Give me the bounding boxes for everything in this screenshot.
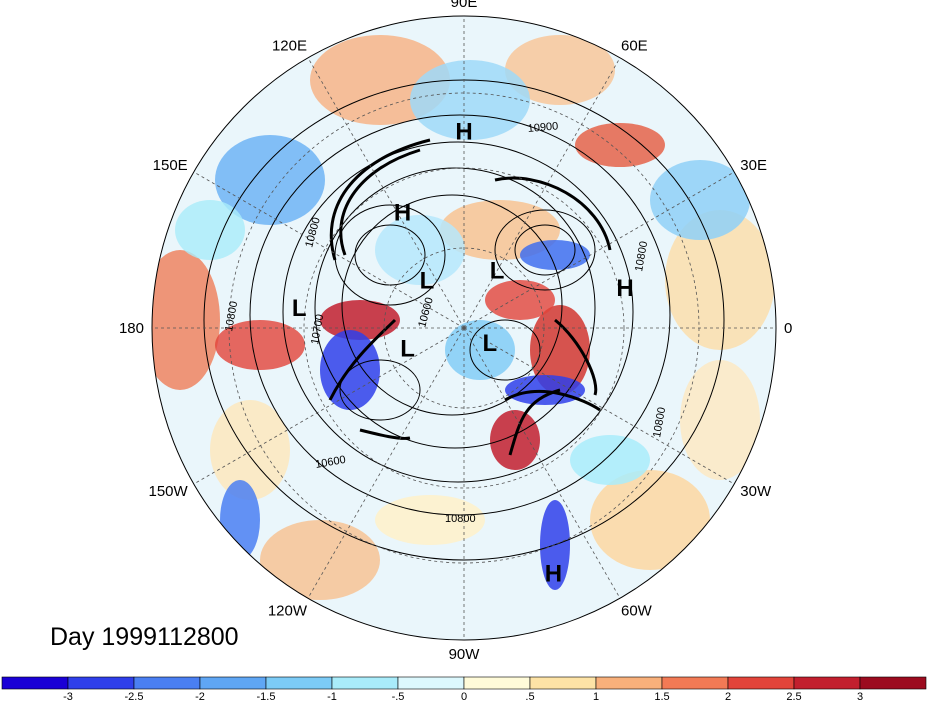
colorbar-tick-label: 1.5: [654, 691, 669, 702]
colorbar-swatch: [199, 676, 267, 690]
high-pressure-label: H: [394, 200, 411, 227]
high-pressure-label: H: [455, 118, 472, 145]
colorbar: -3 -2.5 -2 -1.5 -1 -.5 0 .5 1 1.5 2 2.5 3: [1, 676, 927, 702]
colorbar-tick-label: 2.5: [786, 691, 801, 702]
map-boundary: [151, 15, 777, 641]
colorbar-swatch: [1, 676, 69, 690]
colorbar-tick-label: 2: [725, 691, 731, 702]
colorbar-swatch: [793, 676, 861, 690]
high-pressure-label: H: [545, 561, 562, 588]
colorbar-tick-label: .5: [525, 691, 534, 702]
anomaly-shading: [152, 16, 776, 640]
colorbar-swatch: [133, 676, 201, 690]
meridians: [152, 16, 776, 640]
meridian-line: [307, 327, 465, 599]
colorbar-swatch: [859, 676, 927, 690]
colorbar-swatch: [661, 676, 729, 690]
meridian-line: [463, 327, 621, 599]
contour-value-labels: 10900 10800 10700 10600 10800 10800 1080…: [223, 120, 668, 525]
contour-label: 10900: [527, 120, 559, 135]
jet-contours: [328, 138, 612, 456]
colorbar-swatch: [529, 676, 597, 690]
pressure-center-labels: H H L L L H L L H: [292, 118, 634, 587]
low-pressure-label: L: [420, 268, 435, 295]
meridian-line: [463, 327, 735, 485]
longitude-label: 120E: [272, 38, 307, 55]
meridian-line: [307, 57, 465, 329]
longitude-label: 90W: [449, 646, 481, 663]
colorbar-swatch: [727, 676, 795, 690]
longitude-label: 30W: [740, 483, 772, 500]
low-pressure-label: L: [400, 336, 415, 363]
meridian-line: [193, 171, 465, 329]
longitude-label: 30E: [740, 157, 767, 174]
longitude-label: 60E: [621, 38, 648, 55]
meridian-line: [463, 171, 735, 329]
longitude-label: 60W: [621, 602, 653, 619]
low-pressure-label: L: [292, 295, 307, 322]
contour-label: 10600: [314, 454, 346, 471]
colorbar-swatch: [463, 676, 531, 690]
contour-label: 10700: [309, 313, 326, 345]
colorbar-swatch: [331, 676, 399, 690]
colorbar-tick-label: -3: [63, 691, 73, 702]
colorbar-tick-label: 1: [593, 691, 599, 702]
longitude-label: 150W: [149, 483, 189, 500]
longitude-label: 0: [784, 320, 792, 337]
contour-label: 10800: [445, 513, 476, 525]
meridian-line: [463, 57, 621, 329]
colorbar-swatch: [265, 676, 333, 690]
longitude-label: 150E: [153, 157, 188, 174]
longitude-label: 180: [119, 320, 144, 337]
contour-label: 10800: [633, 240, 650, 272]
colorbar-tick-label: -.5: [392, 691, 405, 702]
meridian-line: [193, 327, 465, 485]
date-label: Day 1999112800: [50, 623, 239, 651]
colorbar-swatch: [595, 676, 663, 690]
colorbar-tick-label: -1: [327, 691, 337, 702]
longitude-labels: 90E 60E 30E 0 30W 60W 90W 120W 150W 180 150E 120E: [119, 0, 792, 663]
colorbar-tick-label: -2: [195, 691, 205, 702]
low-pressure-label: L: [490, 258, 505, 285]
high-pressure-label: H: [616, 275, 633, 302]
longitude-label: 90E: [451, 0, 478, 11]
colorbar-swatch: [397, 676, 465, 690]
longitude-label: 120W: [268, 602, 308, 619]
colorbar-tick-label: -2.5: [125, 691, 144, 702]
colorbar-tick-label: 3: [857, 691, 863, 702]
colorbar-tick-label: -1.5: [257, 691, 276, 702]
contour-label: 10800: [651, 406, 668, 438]
colorbar-swatch: [67, 676, 135, 690]
colorbar-tick-label: 0: [461, 691, 467, 702]
contour-label: 10800: [223, 300, 240, 332]
low-pressure-label: L: [482, 330, 497, 357]
